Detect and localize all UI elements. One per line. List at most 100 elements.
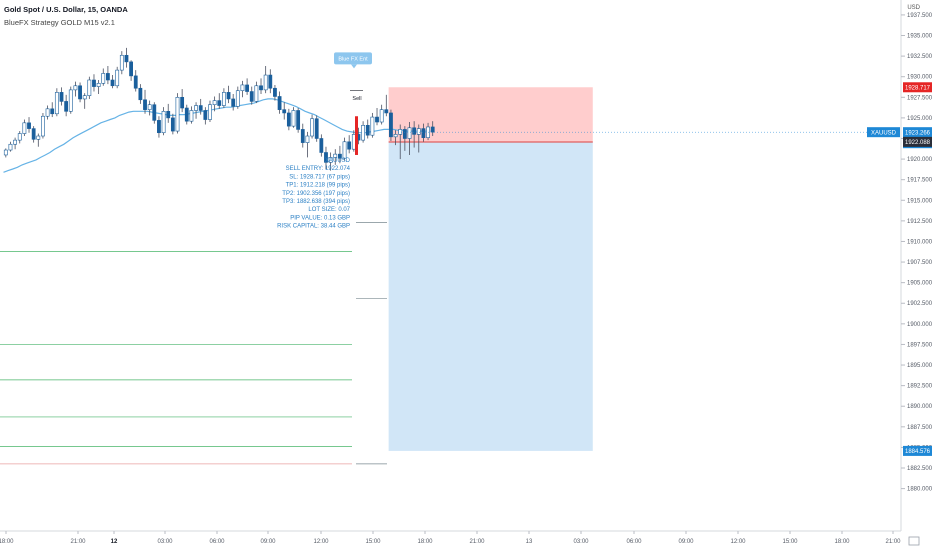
candle-body [115, 69, 120, 87]
x-tick-label: 09:00 [678, 539, 694, 545]
x-tick-label: 03:00 [157, 539, 173, 545]
stop-price-label: 1928.717 [905, 85, 931, 91]
candle-body [217, 100, 222, 106]
trade-info-line: TP3: 1882.638 (394 pips) [282, 199, 350, 205]
candle-body [8, 143, 13, 151]
symbol-tag-bg [867, 127, 900, 138]
trade-info-line: SELL ENTRY: 1922.074 [286, 166, 351, 172]
trade-info-line: SL: 1928.717 (67 pips) [289, 174, 350, 180]
y-tick-label: 1897.500 [907, 342, 932, 348]
x-tick-label: 21:00 [469, 539, 485, 545]
candle-body [41, 115, 45, 137]
candle-body [157, 120, 161, 134]
x-tick-label: 12:00 [313, 539, 329, 545]
candle-body [365, 125, 370, 136]
candle-body [22, 122, 27, 134]
candle-body [370, 116, 375, 136]
candle-body [351, 134, 356, 150]
y-tick-label: 1937.500 [907, 13, 932, 19]
candle-body [92, 79, 96, 87]
y-tick-label: 1935.000 [907, 34, 932, 40]
candle-body [170, 117, 175, 132]
candle-body [282, 109, 287, 114]
candle-body [161, 111, 166, 134]
y-tick-label: 1917.500 [907, 178, 932, 184]
sell-marker-label: Sell [352, 96, 361, 102]
candle-body [333, 153, 338, 158]
x-tick-label: 21:00 [70, 539, 86, 545]
entry-price-label-bg [903, 136, 932, 147]
y-tick-label: 1925.000 [907, 116, 932, 122]
candle-body [375, 116, 379, 123]
candle-body [305, 135, 310, 143]
candle-body [124, 54, 129, 63]
candle-body [310, 118, 314, 137]
x-tick-label: 18:00 [834, 539, 850, 545]
x-tick-label: 18:00 [417, 539, 433, 545]
candle-body [337, 153, 342, 159]
target-price-label-bg [903, 445, 932, 456]
candle-body [13, 139, 18, 145]
candle-body [59, 92, 64, 102]
candle-body [175, 96, 180, 132]
candle-body [208, 104, 212, 120]
candle-body [87, 79, 92, 96]
candle-body [152, 104, 157, 121]
candle-body [300, 129, 305, 143]
candle-body [291, 110, 296, 127]
candle-body [347, 141, 352, 150]
candle-body [212, 100, 217, 106]
candles-group [3, 47, 435, 171]
y-tick-label: 1902.500 [907, 301, 932, 307]
candle-body [198, 105, 203, 111]
candle-body [296, 110, 301, 130]
sell-marker-bar [355, 116, 358, 155]
candle-body [421, 128, 426, 138]
y-tick-label: 1930.000 [907, 75, 932, 81]
x-tick-label: 12:00 [730, 539, 746, 545]
x-tick-label: 15:00 [782, 539, 798, 545]
candle-body [133, 75, 138, 89]
candle-body [31, 128, 36, 140]
entry-callout-pointer [351, 64, 357, 69]
candle-body [286, 112, 291, 127]
candle-body [412, 127, 417, 135]
y-tick-label: 1927.500 [907, 95, 932, 101]
candle-body [235, 90, 240, 107]
candle-body [226, 92, 231, 100]
candle-body [245, 84, 250, 92]
candle-body [110, 79, 115, 87]
candle-body [101, 73, 106, 84]
candle-body [277, 96, 282, 110]
candle-body [50, 108, 55, 115]
x-tick-label: 06:00 [209, 539, 225, 545]
y-tick-label: 1907.500 [907, 260, 932, 266]
candle-body [314, 118, 319, 139]
candle-body [222, 92, 226, 106]
candle-body [249, 91, 254, 102]
trade-info-line: LOT SIZE: 0.07 [308, 207, 350, 213]
entry-price-label: 1922.088 [905, 140, 931, 146]
candle-body [398, 129, 403, 135]
candle-body [379, 109, 384, 123]
candle-body [119, 54, 124, 71]
candle-body [342, 141, 347, 159]
y-tick-label: 1915.000 [907, 198, 932, 204]
trade-info-line: PIP VALUE: 0.13 GBP [290, 215, 350, 221]
candle-body [263, 74, 268, 91]
y-tick-label: 1882.500 [907, 466, 932, 472]
y-tick-label: 1880.000 [907, 487, 932, 493]
currency-label[interactable]: USD [907, 5, 920, 11]
trade-info-line: RISK CAPITAL: 38.44 GBP [277, 224, 350, 230]
candle-body [328, 157, 333, 163]
y-tick-label: 1890.000 [907, 404, 932, 410]
entry-callout [334, 52, 372, 65]
trade-info-line: TP2: 1902.356 (197 pips) [282, 191, 350, 197]
current-price-label-bg [903, 127, 932, 138]
candle-body [129, 61, 134, 77]
candle-body [143, 99, 147, 110]
candle-body [36, 135, 41, 140]
trade-info-line: XAUUSD [325, 158, 351, 164]
stop-price-label-bg [903, 82, 932, 93]
